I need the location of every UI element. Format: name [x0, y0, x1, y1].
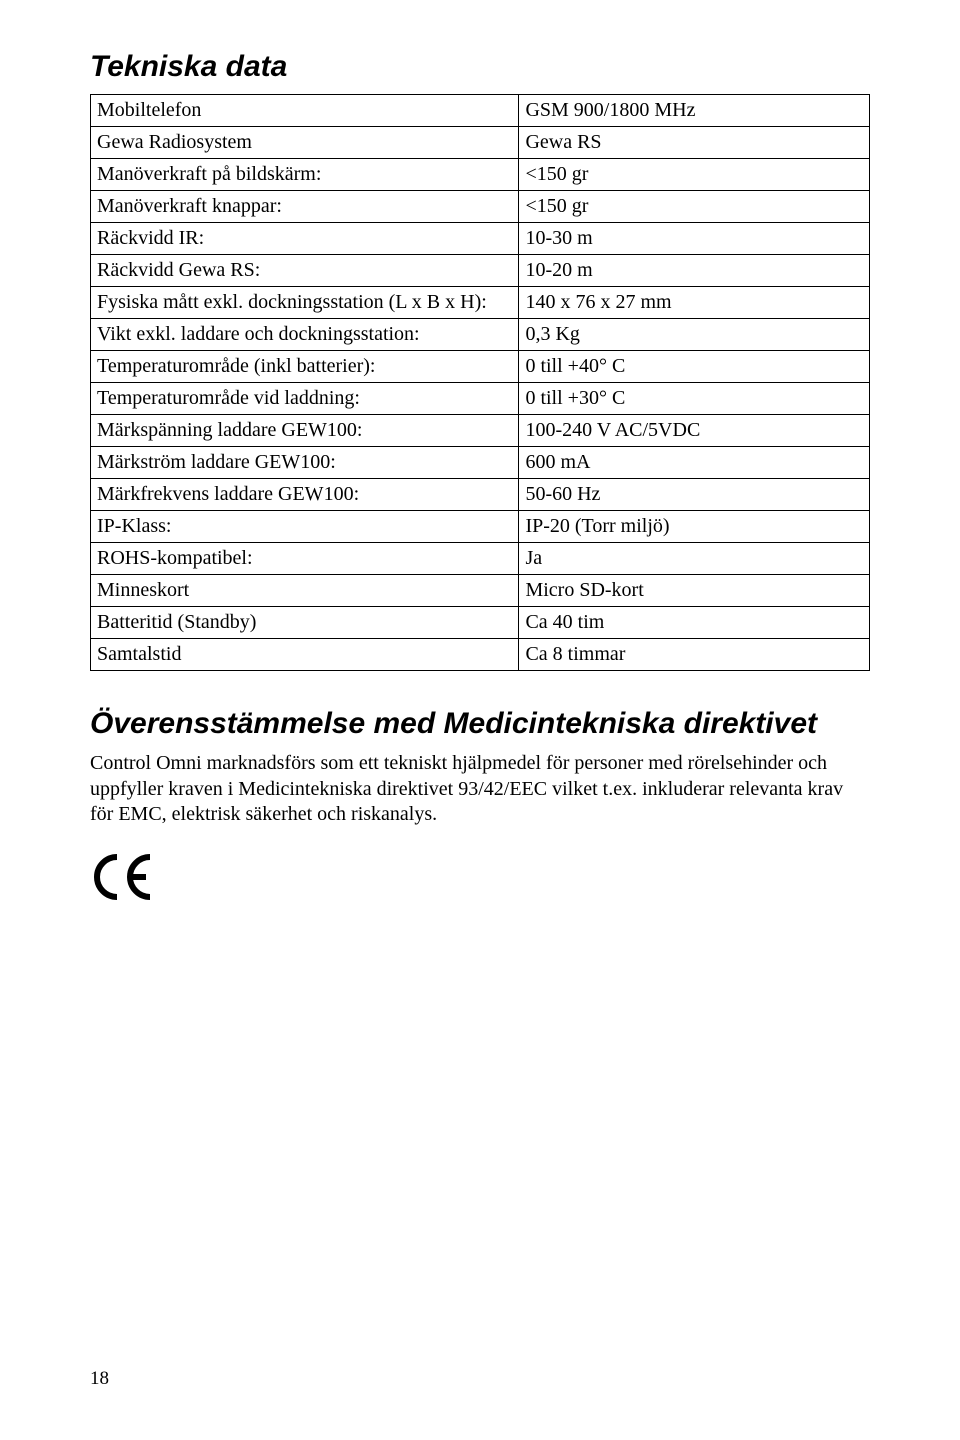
spec-value: Micro SD-kort: [519, 575, 870, 607]
spec-value: Ja: [519, 543, 870, 575]
spec-label: Fysiska mått exkl. dockningsstation (L x…: [91, 287, 519, 319]
spec-value: 0,3 Kg: [519, 319, 870, 351]
spec-table-body: MobiltelefonGSM 900/1800 MHzGewa Radiosy…: [91, 95, 870, 671]
spec-value: <150 gr: [519, 191, 870, 223]
spec-value: 100-240 V AC/5VDC: [519, 415, 870, 447]
spec-label: Räckvidd IR:: [91, 223, 519, 255]
directive-heading: Överensstämmelse med Medicintekniska dir…: [90, 707, 870, 741]
spec-label: Temperaturområde vid laddning:: [91, 383, 519, 415]
spec-label: Manöverkraft på bildskärm:: [91, 159, 519, 191]
table-row: Räckvidd Gewa RS:10-20 m: [91, 255, 870, 287]
spec-label: Gewa Radiosystem: [91, 127, 519, 159]
ce-mark-icon: [92, 852, 870, 902]
table-row: Manöverkraft knappar:<150 gr: [91, 191, 870, 223]
table-row: Fysiska mått exkl. dockningsstation (L x…: [91, 287, 870, 319]
table-row: ROHS-kompatibel:Ja: [91, 543, 870, 575]
table-row: Märkspänning laddare GEW100:100-240 V AC…: [91, 415, 870, 447]
spec-label: Manöverkraft knappar:: [91, 191, 519, 223]
table-row: Vikt exkl. laddare och dockningsstation:…: [91, 319, 870, 351]
table-row: SamtalstidCa 8 timmar: [91, 639, 870, 671]
table-row: Batteritid (Standby)Ca 40 tim: [91, 607, 870, 639]
table-row: IP-Klass:IP-20 (Torr miljö): [91, 511, 870, 543]
spec-label: ROHS-kompatibel:: [91, 543, 519, 575]
spec-label: Mobiltelefon: [91, 95, 519, 127]
spec-label: Vikt exkl. laddare och dockningsstation:: [91, 319, 519, 351]
table-row: Gewa RadiosystemGewa RS: [91, 127, 870, 159]
page-number: 18: [90, 1368, 109, 1390]
spec-value: <150 gr: [519, 159, 870, 191]
spec-value: IP-20 (Torr miljö): [519, 511, 870, 543]
table-row: Manöverkraft på bildskärm:<150 gr: [91, 159, 870, 191]
spec-value: Gewa RS: [519, 127, 870, 159]
spec-label: Märkström laddare GEW100:: [91, 447, 519, 479]
spec-value: 10-30 m: [519, 223, 870, 255]
spec-label: Minneskort: [91, 575, 519, 607]
table-row: Temperaturområde vid laddning:0 till +30…: [91, 383, 870, 415]
directive-body-text: Control Omni marknadsförs som ett teknis…: [90, 751, 870, 828]
spec-value: 140 x 76 x 27 mm: [519, 287, 870, 319]
page: Tekniska data MobiltelefonGSM 900/1800 M…: [90, 50, 870, 1390]
spec-value: 600 mA: [519, 447, 870, 479]
table-row: Märkström laddare GEW100:600 mA: [91, 447, 870, 479]
spec-table: MobiltelefonGSM 900/1800 MHzGewa Radiosy…: [90, 94, 870, 671]
spec-value: GSM 900/1800 MHz: [519, 95, 870, 127]
spec-value: 50-60 Hz: [519, 479, 870, 511]
table-row: Märkfrekvens laddare GEW100:50-60 Hz: [91, 479, 870, 511]
spec-label: Märkspänning laddare GEW100:: [91, 415, 519, 447]
spec-value: 0 till +40° C: [519, 351, 870, 383]
tekniska-data-heading: Tekniska data: [90, 50, 870, 84]
spec-value: Ca 8 timmar: [519, 639, 870, 671]
table-row: MobiltelefonGSM 900/1800 MHz: [91, 95, 870, 127]
spec-label: Samtalstid: [91, 639, 519, 671]
spec-label: IP-Klass:: [91, 511, 519, 543]
table-row: MinneskortMicro SD-kort: [91, 575, 870, 607]
table-row: Räckvidd IR:10-30 m: [91, 223, 870, 255]
spec-label: Temperaturområde (inkl batterier):: [91, 351, 519, 383]
spec-value: 10-20 m: [519, 255, 870, 287]
spec-value: 0 till +30° C: [519, 383, 870, 415]
spec-value: Ca 40 tim: [519, 607, 870, 639]
spec-label: Batteritid (Standby): [91, 607, 519, 639]
spec-label: Räckvidd Gewa RS:: [91, 255, 519, 287]
spec-label: Märkfrekvens laddare GEW100:: [91, 479, 519, 511]
table-row: Temperaturområde (inkl batterier):0 till…: [91, 351, 870, 383]
